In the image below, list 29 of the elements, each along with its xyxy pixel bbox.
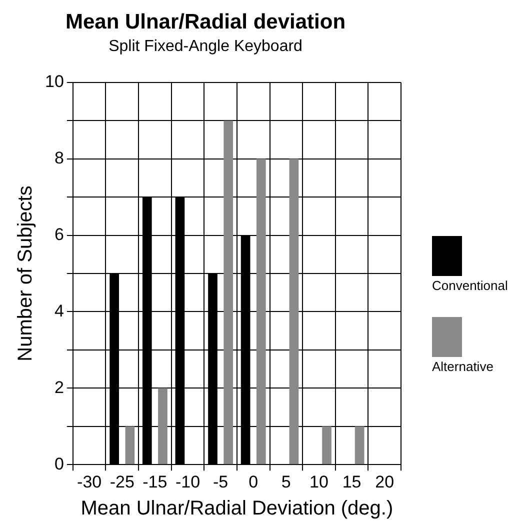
bar <box>256 158 266 464</box>
chart-subtitle: Split Fixed-Angle Keyboard <box>108 38 302 56</box>
y-tick-label: 0 <box>54 454 64 474</box>
y-tick-label: 4 <box>54 301 64 320</box>
bar <box>125 426 135 464</box>
bar <box>322 426 332 464</box>
bar <box>354 426 364 464</box>
chart-title: Mean Ulnar/Radial deviation <box>65 10 346 34</box>
y-tick-label: 6 <box>54 224 64 244</box>
x-tick-label: -10 <box>175 472 200 492</box>
y-tick-label: 8 <box>54 148 64 168</box>
y-tick-label: 10 <box>44 72 64 92</box>
x-tick-label: 10 <box>310 472 328 492</box>
x-tick-label: -30 <box>77 472 102 492</box>
x-tick-label: 0 <box>248 472 258 492</box>
y-tick-label: 2 <box>54 378 64 397</box>
x-tick-label: 5 <box>281 472 291 492</box>
bar <box>224 120 234 464</box>
x-tick-label: -25 <box>110 472 134 492</box>
x-tick-label: 20 <box>375 472 394 492</box>
bar <box>158 388 168 464</box>
text: Alternative <box>432 359 494 374</box>
x-tick-label: -5 <box>212 472 228 492</box>
y-axis-title: Number of Subjects <box>14 186 37 362</box>
x-axis-title: Mean Ulnar/Radial Deviation (deg.) <box>80 498 394 520</box>
x-tick-label: 15 <box>342 472 362 492</box>
text: Conventional <box>432 278 508 293</box>
bar <box>289 158 299 464</box>
x-tick-label: -15 <box>142 472 168 492</box>
